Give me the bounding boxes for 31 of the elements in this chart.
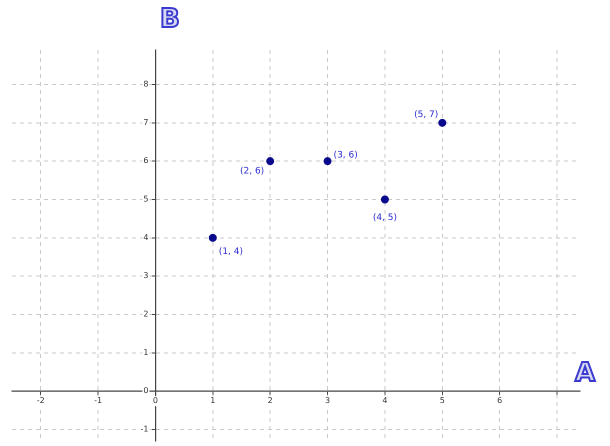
x-tick-label: -1 [94, 396, 102, 406]
annotation: (2, 6) [240, 166, 264, 177]
x-tick-label: 0 [152, 396, 158, 406]
annotation: (4, 5) [372, 212, 398, 223]
annotation: (1, 4) [218, 247, 244, 258]
y-tick-label: 2 [143, 310, 148, 319]
y-tick-label: 0 [143, 386, 148, 396]
x-tick-label: 1 [210, 396, 216, 406]
annotation: (5, 7) [414, 110, 438, 120]
point [380, 196, 389, 204]
annotation: (3, 6) [334, 150, 358, 161]
x-tick-label: 5 [440, 396, 445, 406]
point [208, 234, 217, 242]
y-tick-label: 8 [143, 80, 148, 89]
x-tick-label: 6 [497, 396, 502, 406]
x-axis-title: A [575, 358, 596, 388]
y-tick-label: 3 [143, 271, 148, 280]
y-tick-label: 1 [143, 348, 148, 357]
y-tick-label: 7 [143, 118, 148, 127]
x-tick-label: 2 [268, 396, 273, 406]
y-tick-label: -1 [140, 424, 148, 434]
x-tick-label: 4 [382, 396, 388, 406]
y-axis-title: B [160, 4, 180, 34]
x-tick-label: 3 [325, 396, 330, 406]
y-tick-label: 4 [143, 232, 148, 242]
point [266, 157, 274, 166]
x-tick-label: -2 [36, 396, 45, 406]
y-tick-label: 5 [143, 194, 148, 204]
y-tick-label: 6 [143, 156, 148, 166]
point [438, 118, 446, 127]
point [324, 157, 332, 166]
